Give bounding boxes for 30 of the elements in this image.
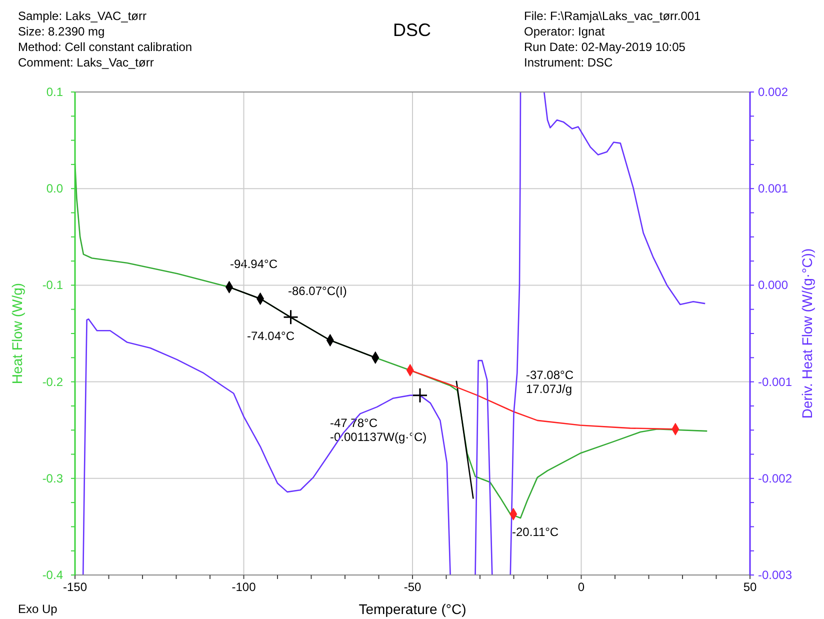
annotation: -37.08°C 17.07J/g [526,368,574,396]
y2-tick-label: -0.001 [758,374,792,389]
y2-tick-label: 0.001 [758,182,788,196]
x-tick-label: 0 [578,580,585,594]
y-tick-label: -0.2 [42,374,64,389]
x-tick-label: -50 [404,580,422,594]
y2-tick-label: -0.002 [758,471,792,486]
y2-axis-title: Deriv. Heat Flow (W/(g·°C)) [799,248,815,419]
x-tick-label: -150 [62,580,88,594]
y-tick-label: -0.3 [42,471,64,486]
y-tick-label: -0.4 [42,568,64,582]
y2-tick-label: 0.000 [758,278,788,292]
x-axis-title: Temperature (°C) [358,601,466,617]
annotation: -94.94°C [230,257,278,271]
x-tick-label: 50 [743,580,757,594]
annotation: -20.11°C [512,525,559,539]
y-tick-label: -0.1 [42,278,64,292]
y2-tick-label: -0.003 [758,568,792,582]
y2-tick-label: 0.002 [758,85,788,99]
y-tick-label: 0.0 [46,182,64,196]
y-axis-title: Heat Flow (W/g) [9,282,25,384]
point [283,309,299,325]
y-tick-label: 0.1 [46,85,64,99]
annotation: -74.04°C [247,329,295,343]
text: Sample: Laks_VAC_tørr Size: 8.2390 mg Method: Cell constant calibration Comment: Laks_Vac_tørr [18,9,192,70]
x-tick-label: -100 [232,580,256,594]
text: File: F:\Ramja\Laks_vac_tørr.001 Operator: Ignat Run Date: 02-May-2019 10:05 Instrument: DSC [524,9,702,70]
annotation: -86.07°C(I) [288,284,347,298]
chart-title: DSC [392,20,432,40]
text: Exo Up [18,602,58,616]
